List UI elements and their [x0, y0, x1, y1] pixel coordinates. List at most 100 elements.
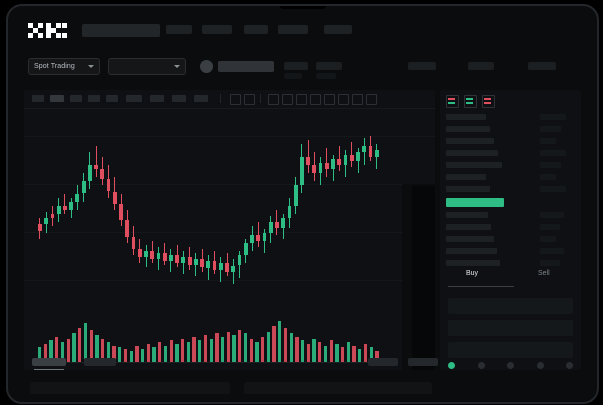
timeframe-2-icon[interactable] [50, 95, 64, 102]
settings-icon[interactable] [172, 95, 186, 102]
timeframe-4-icon[interactable] [88, 95, 100, 102]
chevron-down-icon [88, 65, 94, 68]
orderbook-trade-panel[interactable]: Buy Sell [440, 90, 581, 370]
tab-buy[interactable]: Buy [466, 270, 479, 277]
order-field-1[interactable] [448, 298, 573, 314]
orderbook-ask-row[interactable] [446, 162, 502, 168]
chart-toolbar [24, 90, 435, 109]
orderbook-both-icon[interactable] [446, 95, 459, 108]
trade-form-tabs[interactable]: Buy Sell [440, 266, 581, 288]
amount-slider[interactable] [448, 362, 573, 369]
orders-tab-4[interactable] [408, 358, 438, 366]
market-stat-1-value [284, 62, 308, 70]
orderbook-asks-icon[interactable] [482, 95, 495, 108]
fib-icon[interactable] [296, 94, 307, 105]
crosshair-icon[interactable] [268, 94, 279, 105]
nav-item-4[interactable] [278, 25, 308, 34]
market-stat-1-label [284, 73, 302, 79]
orderbook-ask-row[interactable] [446, 150, 498, 156]
bottom-card-1[interactable] [30, 382, 230, 394]
tab-sell[interactable]: Sell [538, 270, 550, 277]
volume-series [24, 313, 435, 363]
slider-dot-2[interactable] [507, 362, 514, 369]
orderbook-bid-total [540, 260, 560, 266]
timeframe-1-icon[interactable] [32, 95, 44, 102]
orders-tab-underline [34, 369, 64, 370]
orderbook-bid-row[interactable] [446, 224, 491, 230]
slider-dot-4[interactable] [566, 362, 573, 369]
orderbook-bid-row[interactable] [446, 260, 500, 266]
timeframe-3-icon[interactable] [70, 95, 82, 102]
fullscreen-icon[interactable] [194, 95, 208, 102]
market-stat-2-value [316, 62, 342, 70]
candlestick-series [24, 108, 435, 308]
top-navigation-bar [16, 14, 589, 46]
orders-tab-2[interactable] [84, 358, 116, 366]
app-screen: Spot Trading [16, 14, 589, 394]
chevron-down-icon [174, 65, 180, 68]
toolbar-divider [260, 94, 261, 103]
indicator-icon[interactable] [126, 95, 142, 102]
search-input[interactable] [82, 24, 160, 37]
order-field-3[interactable] [448, 342, 573, 358]
orderbook-ask-total [540, 138, 556, 144]
orderbook-bid-total [540, 248, 564, 254]
slider-dot-1[interactable] [477, 362, 485, 369]
undo-icon[interactable] [230, 94, 241, 105]
chart-canvas[interactable] [24, 108, 435, 370]
redo-icon[interactable] [244, 94, 255, 105]
nav-item-1[interactable] [166, 25, 192, 34]
coin-avatar [200, 60, 213, 73]
orderbook-ask-total [540, 126, 561, 132]
orders-tabs[interactable] [24, 358, 438, 372]
orderbook-bid-row[interactable] [446, 236, 494, 242]
nav-item-2[interactable] [202, 25, 232, 34]
orderbook-bid-row[interactable] [446, 212, 488, 218]
orderbook-last-price [446, 198, 504, 207]
device-camera-nub [279, 6, 326, 9]
orderbook-view-toggle[interactable] [446, 95, 495, 108]
nav-item-3[interactable] [244, 25, 268, 34]
timeframe-5-icon[interactable] [106, 95, 118, 102]
lock-icon[interactable] [352, 94, 363, 105]
chart-price-scale-mask [412, 186, 435, 370]
orderbook-ask-row[interactable] [446, 186, 490, 192]
orderbook-ask-total [540, 174, 556, 180]
eye-icon[interactable] [338, 94, 349, 105]
orderbook-ask-row[interactable] [446, 114, 486, 120]
trendline-icon[interactable] [282, 94, 293, 105]
orderbook-ask-row[interactable] [446, 126, 490, 132]
compare-icon[interactable] [150, 95, 164, 102]
orders-tab-1[interactable] [32, 358, 66, 366]
trash-icon[interactable] [366, 94, 377, 105]
orderbook-ask-row[interactable] [446, 138, 494, 144]
okx-logo-icon[interactable] [28, 23, 72, 38]
orderbook-bid-row[interactable] [446, 248, 497, 254]
order-field-2[interactable] [448, 320, 573, 336]
trading-mode-selector[interactable]: Spot Trading [28, 58, 100, 75]
slider-dot-0[interactable] [448, 362, 455, 369]
orderbook-ask-total [540, 162, 561, 168]
orders-tab-3[interactable] [368, 358, 398, 366]
market-stat-2-label [316, 73, 336, 79]
market-stat-4-value [468, 62, 494, 70]
chart-panel[interactable] [24, 90, 435, 370]
device-frame: Spot Trading [6, 4, 599, 404]
pair-name-label [218, 61, 274, 72]
orderbook-bid-total [540, 224, 560, 230]
orderbook-bid-total [540, 212, 564, 218]
orderbook-bids-icon[interactable] [464, 95, 477, 108]
brush-icon[interactable] [310, 94, 321, 105]
pair-selector[interactable] [108, 58, 186, 75]
bottom-card-2[interactable] [244, 382, 432, 394]
magnet-icon[interactable] [324, 94, 335, 105]
tab-active-underline [448, 286, 514, 287]
orderbook-ask-row[interactable] [446, 174, 486, 180]
trading-mode-label: Spot Trading [34, 63, 75, 70]
toolbar-divider [220, 94, 221, 103]
market-stat-5-value [528, 62, 556, 70]
slider-dot-3[interactable] [536, 362, 544, 369]
nav-item-5[interactable] [324, 25, 352, 34]
market-bar: Spot Trading [16, 58, 589, 84]
orderbook-bid-total [540, 236, 556, 242]
